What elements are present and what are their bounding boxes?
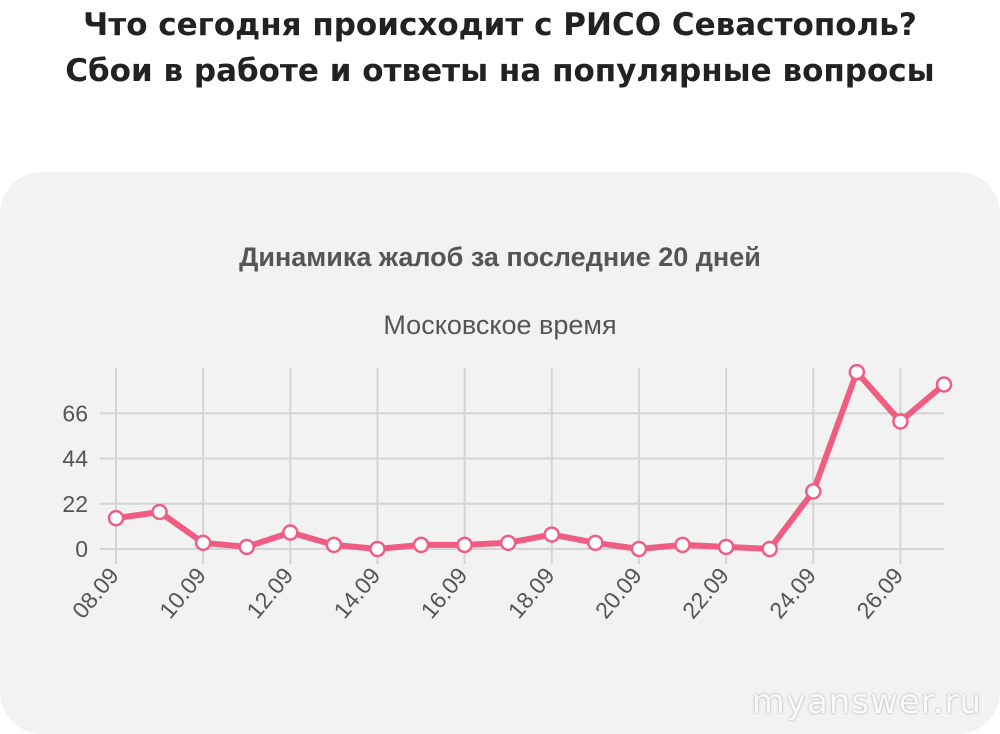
- y-tick-label: 66: [62, 400, 88, 426]
- series-line-layer: [113, 369, 947, 552]
- data-point: [587, 534, 604, 552]
- grid-layer: [100, 368, 944, 564]
- data-point: [674, 536, 691, 554]
- chart-title: Динамика жалоб за последние 20 дней: [239, 242, 761, 272]
- data-point: [412, 536, 430, 554]
- x-tick-label: 08.09: [67, 563, 124, 624]
- data-point: [499, 534, 517, 552]
- data-point: [325, 536, 343, 554]
- data-point: [892, 413, 909, 430]
- x-tick-label: 22.09: [677, 563, 734, 624]
- data-point: [151, 503, 168, 521]
- x-tick-label: 16.09: [416, 563, 473, 624]
- line-chart: Динамика жалоб за последние 20 дней Моск…: [62, 242, 953, 624]
- x-tick-label: 26.09: [851, 563, 908, 624]
- data-point: [194, 534, 212, 552]
- x-tick-label: 12.09: [241, 563, 298, 624]
- data-point: [543, 526, 561, 543]
- data-point: [369, 540, 386, 558]
- x-tick-label: 20.09: [590, 563, 647, 624]
- y-tick-label: 22: [62, 491, 88, 517]
- data-point: [630, 540, 648, 558]
- page-title-line-2: Сбои в работе и ответы на популярные воп…: [65, 53, 935, 89]
- data-point: [805, 483, 822, 500]
- chart-card: [0, 172, 1000, 734]
- data-point: [761, 540, 778, 558]
- series-points-layer: [107, 363, 953, 558]
- y-axis-ticks: 0 22 44 66: [62, 400, 88, 562]
- page-title-line-1: Что сегодня происходит с РИСО Севастопол…: [83, 7, 917, 43]
- watermark: myanswer.ru: [751, 682, 982, 722]
- series-line: [113, 369, 947, 552]
- x-tick-label: 14.09: [328, 563, 385, 624]
- data-point: [935, 376, 953, 393]
- y-tick-label: 44: [62, 446, 88, 472]
- y-tick-label: 0: [75, 536, 88, 562]
- x-tick-label: 24.09: [764, 563, 821, 624]
- x-tick-label: 10.09: [154, 563, 211, 624]
- data-point: [282, 524, 299, 541]
- data-point: [717, 538, 735, 556]
- page-title: Что сегодня происходит с РИСО Севастопол…: [0, 0, 1000, 94]
- data-point: [456, 536, 473, 554]
- data-point: [238, 538, 255, 556]
- x-tick-label: 18.09: [503, 563, 560, 624]
- x-axis-ticks: 08.09 10.09 12.09 14.09 16.09 18.09 20.09 22.09…: [67, 563, 908, 624]
- data-point: [848, 363, 866, 381]
- chart-subtitle: Московское время: [383, 310, 616, 340]
- data-point: [107, 509, 125, 527]
